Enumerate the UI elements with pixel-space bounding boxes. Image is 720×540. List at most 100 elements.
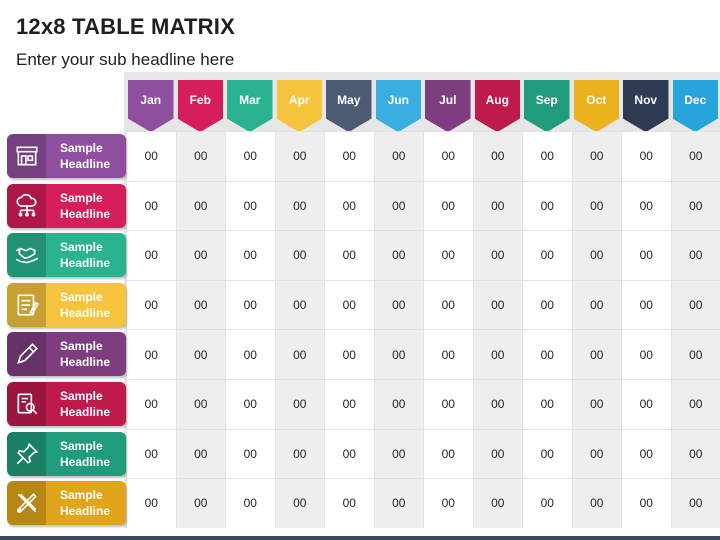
table-cell: 00: [522, 279, 572, 330]
pencil-icon: [7, 332, 46, 377]
row-label-line1: Sample: [60, 339, 103, 354]
row-label-slot: Sample Headline: [7, 429, 126, 479]
month-tab: Mar: [227, 80, 273, 132]
table-cell: 00: [373, 378, 423, 429]
row-labels: Sample Headline Sample Headline Sample Headli…: [7, 131, 126, 528]
month-label: May: [337, 93, 361, 107]
month-label: Apr: [288, 93, 310, 107]
table-cell: 00: [522, 428, 572, 479]
table-cell: 00: [571, 131, 621, 181]
row-label-text: Sample Headline: [46, 140, 126, 172]
month-header-1: Feb: [176, 80, 226, 132]
month-header-11: Dec: [671, 80, 720, 132]
month-label: Jul: [439, 93, 457, 107]
row-label-line2: Headline: [60, 206, 111, 221]
row-label-line2: Headline: [60, 305, 111, 320]
table-cell: 00: [324, 279, 374, 330]
table-cell: 00: [175, 428, 225, 479]
table-cell: 00: [621, 230, 671, 280]
table-cell: 00: [126, 279, 176, 330]
month-tab: Oct: [573, 80, 619, 132]
month-label: Jun: [387, 93, 409, 107]
row-label: Sample Headline: [7, 332, 126, 377]
row-label-line2: Headline: [60, 454, 111, 469]
document-search-icon: [7, 381, 46, 426]
table-row: 00 00 00 00 00 00 00 00 00 00 00 00: [126, 180, 720, 231]
table-cell: 00: [225, 279, 275, 330]
table-cell: 00: [274, 378, 324, 429]
table-cell: 00: [423, 230, 473, 280]
table-cell: 00: [324, 378, 374, 429]
row-label-line1: Sample: [60, 141, 103, 155]
table-cell: 00: [472, 428, 522, 479]
table-cell: 00: [373, 279, 423, 330]
row-label-text: Sample Headline: [46, 388, 126, 420]
month-label: Aug: [485, 93, 509, 107]
table-cell: 00: [522, 478, 572, 528]
row-label-text: Sample Headline: [46, 487, 126, 519]
table-cell: 00: [571, 180, 621, 231]
row-label-slot: Sample Headline: [7, 478, 126, 528]
table-cell: 00: [225, 180, 275, 231]
table-cell: 00: [621, 478, 671, 528]
store-icon: [7, 134, 46, 178]
month-tab: Sep: [524, 80, 570, 132]
month-header-10: Nov: [621, 80, 671, 132]
row-label-line2: Headline: [60, 504, 111, 519]
table-cell: 00: [274, 428, 324, 479]
table-cell: 00: [126, 428, 176, 479]
handshake-icon: [7, 233, 46, 278]
table-cell: 00: [670, 329, 720, 379]
table-cell: 00: [621, 131, 671, 181]
table-cell: 00: [175, 478, 225, 528]
row-label: Sample Headline: [7, 183, 126, 228]
table-cell: 00: [670, 378, 720, 429]
table-cell: 00: [522, 378, 572, 429]
table-cell: 00: [175, 230, 225, 280]
table-cell: 00: [373, 230, 423, 280]
table-cell: 00: [571, 230, 621, 280]
table-cell: 00: [670, 279, 720, 330]
row-label-slot: Sample Headline: [7, 329, 126, 379]
row-label-slot: Sample Headline: [7, 131, 126, 181]
month-tab: May: [326, 80, 372, 132]
table-row: 00 00 00 00 00 00 00 00 00 00 00 00: [126, 279, 720, 330]
table-cell: 00: [472, 279, 522, 330]
row-label-line2: Headline: [60, 355, 111, 370]
notes-icon: [7, 282, 46, 327]
table-cell: 00: [175, 180, 225, 231]
table-cell: 00: [126, 180, 176, 231]
tools-icon: [7, 481, 46, 526]
page-title: 12x8 TABLE MATRIX: [16, 14, 235, 39]
table-cell: 00: [274, 230, 324, 280]
table-cell: 00: [621, 428, 671, 479]
month-label: Mar: [239, 93, 261, 107]
row-label-text: Sample Headline: [46, 338, 126, 370]
table-cell: 00: [225, 230, 275, 280]
row-label-line1: Sample: [60, 388, 103, 403]
month-header-0: Jan: [126, 80, 176, 132]
month-label: Sep: [535, 93, 558, 107]
row-label-line2: Headline: [60, 404, 111, 419]
row-label-line1: Sample: [60, 438, 103, 453]
table-cell: 00: [571, 428, 621, 479]
table-cell: 00: [571, 478, 621, 528]
table-cell: 00: [225, 329, 275, 379]
table-cell: 00: [324, 428, 374, 479]
row-label-slot: Sample Headline: [7, 230, 126, 280]
row-label-slot: Sample Headline: [7, 280, 126, 330]
table-cell: 00: [621, 378, 671, 429]
table-cell: 00: [324, 329, 374, 379]
table-cell: 00: [423, 378, 473, 429]
table-cell: 00: [522, 180, 572, 231]
month-tab: Jan: [128, 80, 174, 132]
row-label-text: Sample Headline: [46, 438, 126, 470]
table-cell: 00: [670, 180, 720, 231]
row-label-text: Sample Headline: [46, 239, 126, 271]
table-cell: 00: [670, 428, 720, 479]
table-cell: 00: [175, 279, 225, 330]
row-label-line2: Headline: [60, 157, 111, 171]
table-cell: 00: [373, 131, 423, 181]
bottom-bar: [0, 536, 720, 540]
month-header-4: May: [324, 80, 374, 132]
